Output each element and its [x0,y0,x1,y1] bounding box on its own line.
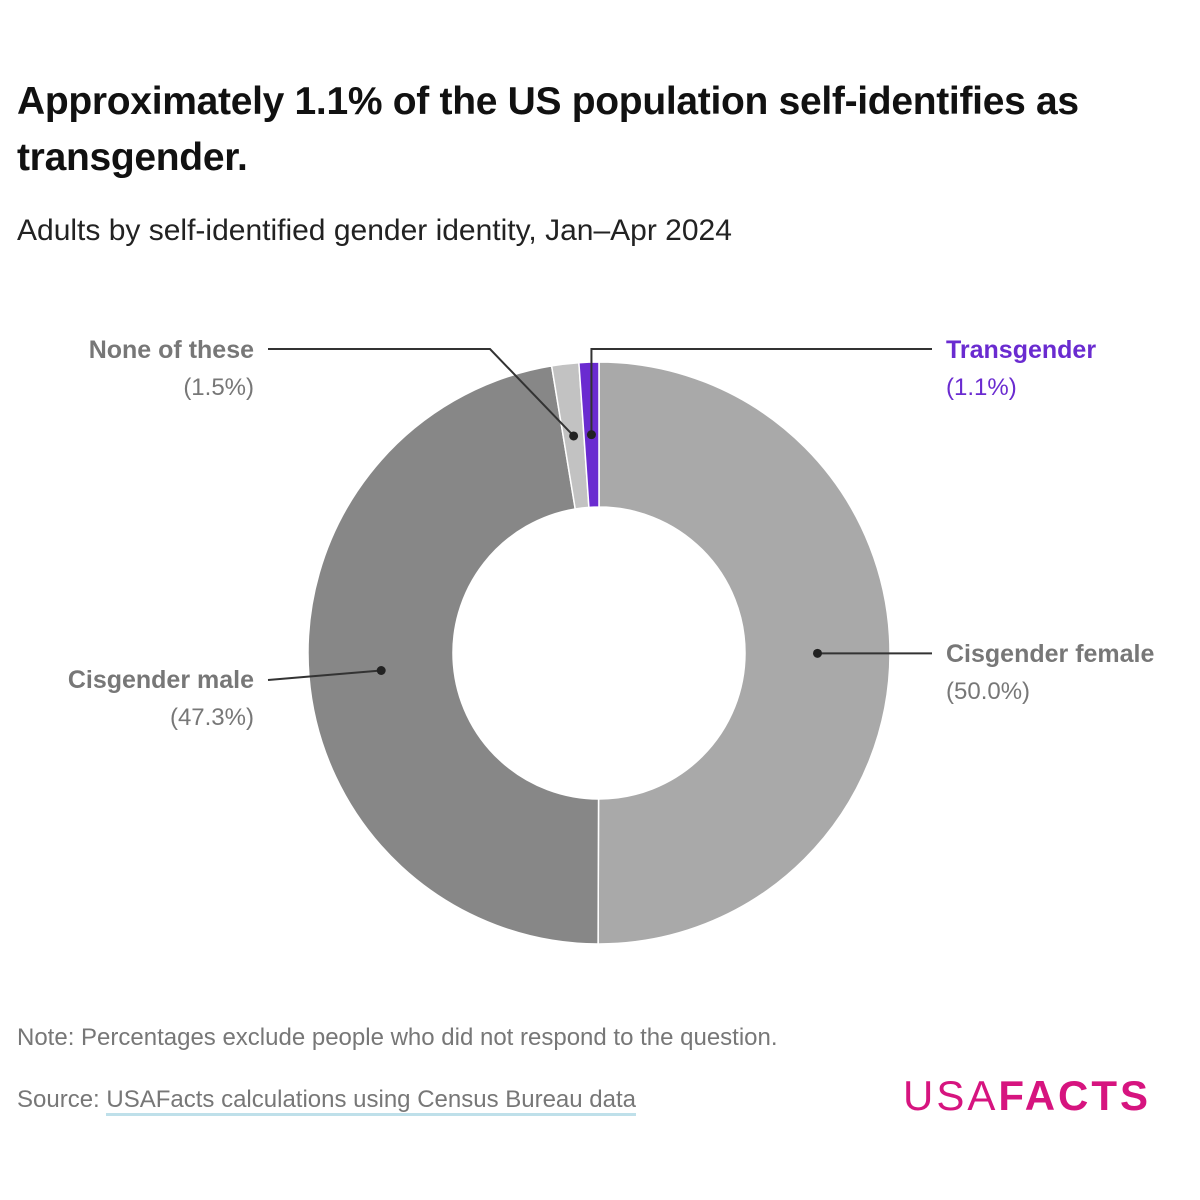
chart-title: Approximately 1.1% of the US population … [17,80,1079,179]
leader-line-none-of-these [268,348,575,437]
logo-light-text: USA [903,1072,999,1119]
slice-cisgender-female [597,361,891,945]
leader-line-transgender [590,348,932,435]
label-cisgender-female: Cisgender female [946,640,1155,668]
pct-transgender: (1.1%) [946,374,1017,401]
leader-dot-none-of-these [569,431,579,441]
label-transgender: Transgender [946,336,1097,364]
leader-line-cisgender-male [267,669,382,681]
leader-dot-transgender [586,430,596,440]
pct-cisgender-female: (50.0%) [946,678,1031,705]
leader-dot-cisgender-male [376,666,386,676]
chart-note: Note: Percentages exclude people who did… [17,1024,778,1051]
source-link[interactable]: USAFacts calculations using Census Burea… [106,1086,637,1116]
usafacts-logo: USAFACTS [903,1072,1151,1120]
pct-cisgender-male: (47.3%) [169,704,254,731]
leader-dot-cisgender-female [812,648,822,658]
label-cisgender-male: Cisgender male [67,666,254,694]
logo-bold-text: FACTS [998,1072,1152,1119]
slice-cisgender-male [307,365,600,945]
label-none-of-these: None of these [88,336,254,364]
source-prefix: Source: [17,1086,107,1113]
chart-source: Source: USAFacts calculations using Cens… [17,1086,637,1116]
chart-subtitle: Adults by self-identified gender identit… [17,214,732,247]
pct-none-of-these: (1.5%) [183,374,254,401]
